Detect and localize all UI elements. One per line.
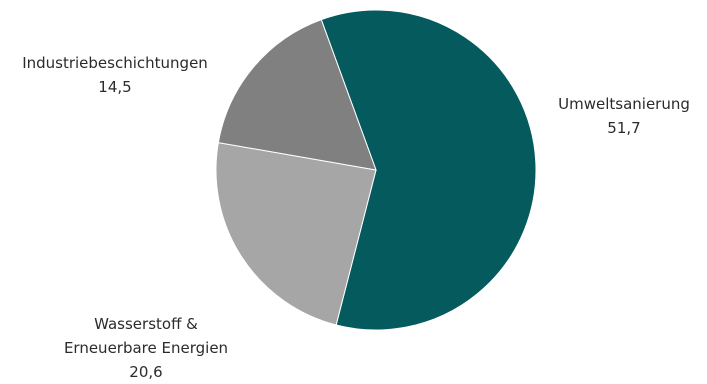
slice-value-wasserstoff: 20,6: [129, 363, 163, 381]
slice-value-industriebeschichtungen: 14,5: [98, 78, 132, 96]
pie-slice-industriebeschichtungen: [217, 19, 377, 171]
slice-name-umweltsanierung: Umweltsanierung: [558, 95, 690, 113]
slice-label-wasserstoff: Wasserstoff & Erneuerbare Energien 20,6: [64, 312, 228, 384]
slice-name-wasserstoff-line1: Wasserstoff &: [94, 315, 198, 333]
slice-name-industriebeschichtungen: Industriebeschichtungen: [22, 54, 208, 72]
slice-label-umweltsanierung: Umweltsanierung 51,7: [558, 92, 690, 140]
pie-slice-wasserstoff-erneuerbare-energien: [215, 142, 377, 326]
slice-value-umweltsanierung: 51,7: [607, 119, 641, 137]
slice-name-wasserstoff-line2: Erneuerbare Energien: [63, 339, 229, 357]
pie-slice-umweltsanierung: [320, 9, 537, 331]
slice-label-industriebeschichtungen: Industriebeschichtungen 14,5: [22, 51, 208, 99]
